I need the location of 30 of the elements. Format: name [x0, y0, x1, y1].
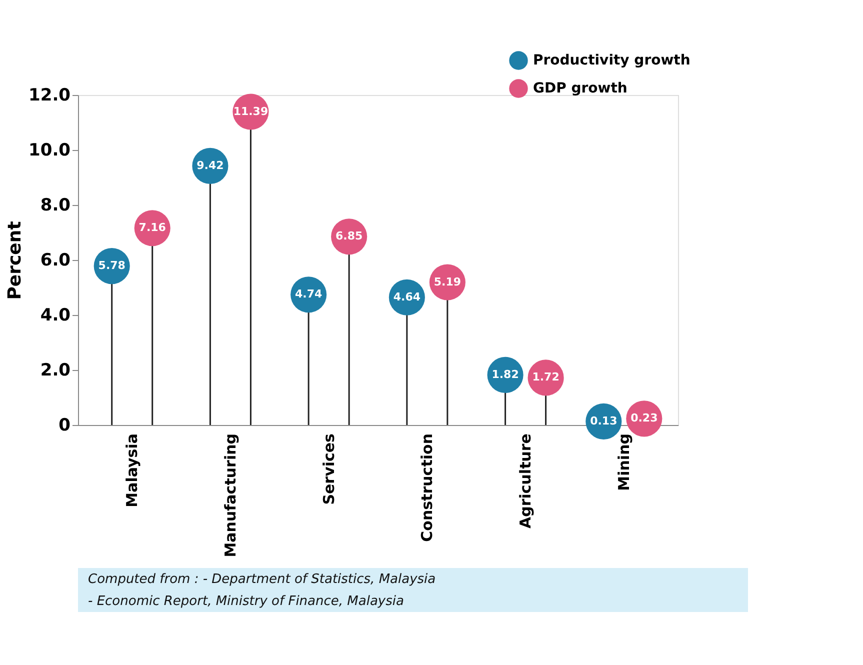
y-tick-label: 12.0: [28, 86, 71, 106]
y-tick-label: 4.0: [40, 306, 71, 326]
y-tick-label: 0: [58, 416, 71, 436]
x-tick-label: Mining: [614, 434, 633, 491]
x-tick-label: Construction: [418, 434, 436, 542]
x-tick-label: Malaysia: [123, 434, 142, 508]
data-label: 1.72: [532, 370, 560, 384]
legend-label: Productivity growth: [533, 52, 690, 68]
data-label: 9.42: [196, 158, 224, 172]
text: - Economic Report, Ministry of Finance, Malaysia: [88, 594, 404, 609]
data-label: 1.82: [492, 368, 519, 381]
data-label: 6.85: [336, 230, 363, 243]
text: Computed from : - Department of Statistics, Malaysia: [88, 572, 436, 587]
y-tick-label: 2.0: [40, 360, 71, 380]
data-label: 5.19: [434, 275, 461, 288]
data-label: 4.74: [295, 288, 322, 301]
x-tick-label: Manufacturing: [221, 434, 240, 558]
y-axis-title: Percent: [4, 220, 26, 300]
data-label: 7.16: [138, 221, 166, 234]
y-tick-label: 6.0: [40, 250, 71, 270]
data-label: 0.23: [630, 412, 658, 425]
x-tick-label: Agriculture: [516, 434, 535, 529]
data-label: 4.64: [393, 290, 421, 304]
legend-label: GDP growth: [533, 80, 628, 96]
y-tick-label: 8.0: [40, 196, 71, 216]
y-tick-label: 10.0: [28, 140, 71, 160]
data-label: 0.13: [590, 414, 618, 428]
data-label: 5.78: [98, 259, 126, 272]
data-label: 11.39: [233, 104, 268, 118]
x-tick-label: Services: [320, 433, 338, 505]
